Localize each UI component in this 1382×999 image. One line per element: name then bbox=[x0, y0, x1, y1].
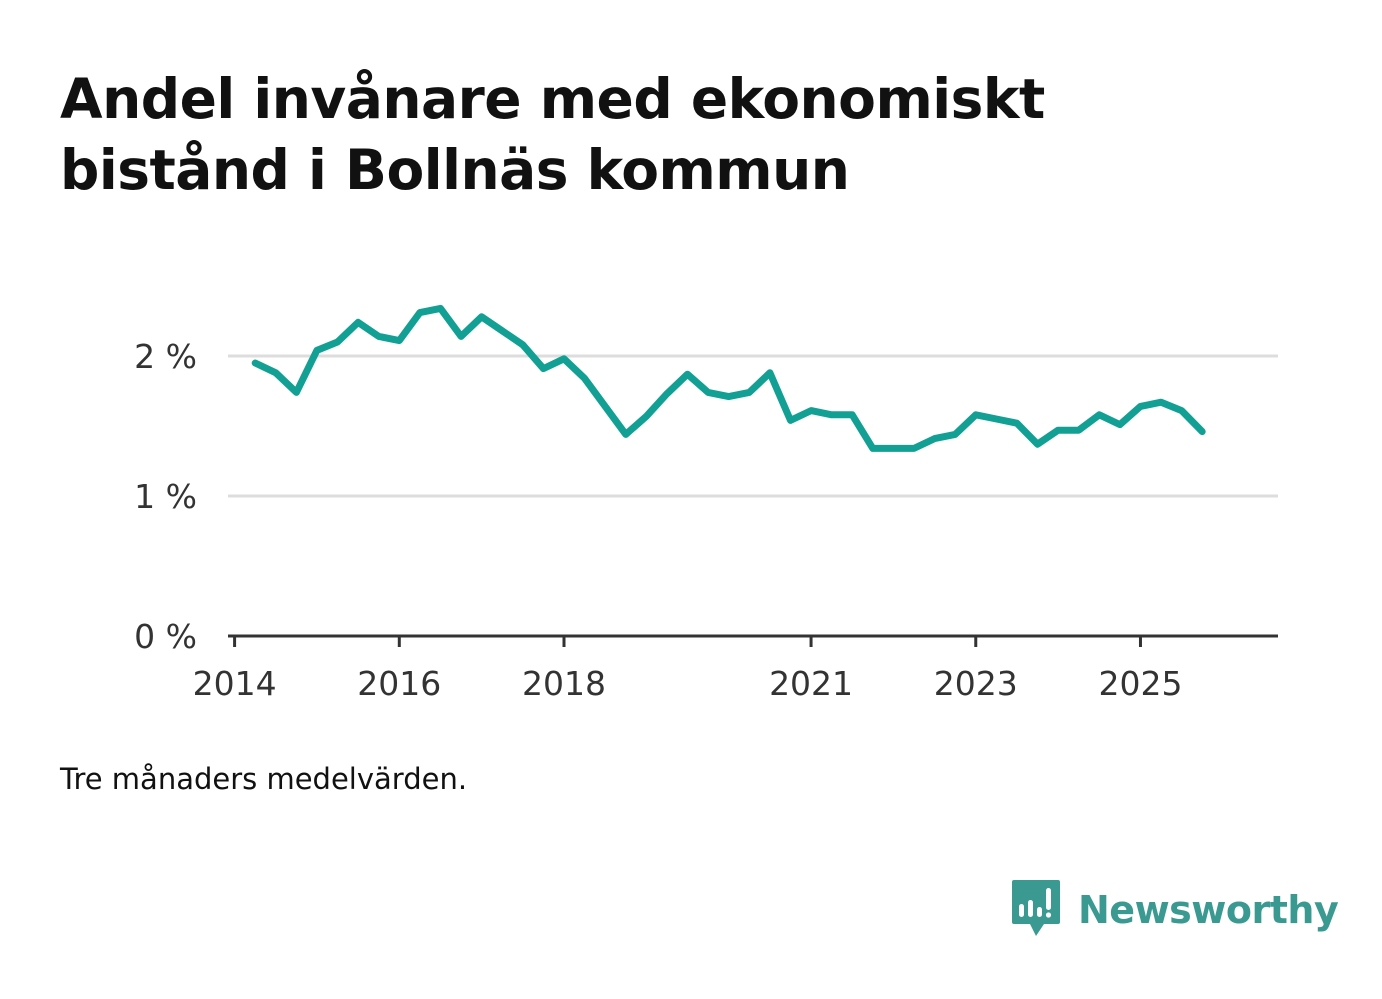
y-tick-label: 0 % bbox=[134, 617, 197, 656]
newsworthy-logo: Newsworthy bbox=[1010, 878, 1339, 942]
x-tick-label: 2021 bbox=[769, 664, 853, 703]
y-tick-label: 2 % bbox=[134, 337, 197, 376]
x-tick-label: 2018 bbox=[522, 664, 606, 703]
chart-title: Andel invånare med ekonomiskt bistånd i … bbox=[60, 67, 1045, 202]
newsworthy-logo-icon bbox=[1012, 880, 1060, 936]
x-tick-label: 2014 bbox=[193, 664, 277, 703]
x-tick-label: 2025 bbox=[1098, 664, 1182, 703]
brand-name: Newsworthy bbox=[1078, 888, 1339, 932]
x-tick-label: 2016 bbox=[357, 664, 441, 703]
y-tick-label: 1 % bbox=[134, 477, 197, 516]
series-layer bbox=[251, 304, 1206, 452]
chart-note: Tre månaders medelvärden. bbox=[60, 762, 468, 796]
x-tick-label: 2023 bbox=[934, 664, 1018, 703]
x-axis: 2014 2016 2018 2021 2023 2025 bbox=[193, 634, 1278, 703]
series-line bbox=[251, 304, 1206, 452]
y-axis-labels: 0 % 1 % 2 % bbox=[134, 337, 197, 656]
grid-lines bbox=[228, 354, 1278, 498]
